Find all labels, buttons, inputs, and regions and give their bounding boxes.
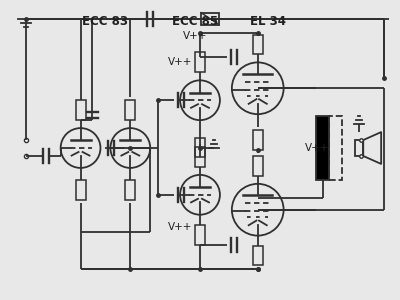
Text: V++: V++ [168,57,192,68]
Bar [125,100,135,120]
Text: ECC 83: ECC 83 [82,15,128,28]
Bar [253,34,263,54]
Bar [195,138,205,158]
Bar [201,13,219,25]
Text: V++: V++ [304,143,329,153]
Bar [329,116,342,180]
Bar [253,130,263,149]
Bar [195,52,205,72]
Text: EL 34: EL 34 [250,15,286,28]
Bar [253,156,263,176]
Bar [195,225,205,244]
Text: ECC 85: ECC 85 [172,15,218,28]
Bar [316,116,329,180]
Bar [253,246,263,266]
Bar [76,100,86,120]
Text: V++: V++ [168,222,192,232]
Bar [355,140,363,156]
Bar [125,180,135,200]
Bar [76,180,86,200]
Bar [195,147,205,167]
Text: V++: V++ [183,31,207,40]
